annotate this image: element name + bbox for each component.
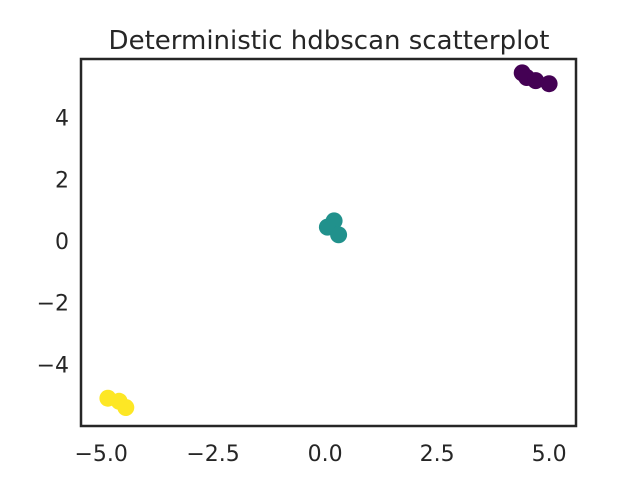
- y-axis-ticks: −4 −2 0 2 4: [37, 107, 69, 379]
- x-tick-label: 2.5: [420, 442, 455, 467]
- data-point: [540, 75, 558, 93]
- x-tick-label: −2.5: [186, 442, 239, 467]
- x-tick-label: −5.0: [74, 442, 127, 467]
- y-tick-label: 0: [55, 230, 69, 255]
- x-tick-label: 5.0: [532, 442, 567, 467]
- data-point: [527, 72, 545, 90]
- x-tick-label: 0.0: [308, 442, 343, 467]
- chart-title: Deterministic hdbscan scatterplot: [109, 26, 550, 56]
- plot-area-frame: [79, 57, 578, 428]
- y-tick-label: 2: [55, 168, 69, 193]
- data-point: [330, 226, 348, 244]
- y-tick-label: −4: [37, 353, 69, 378]
- data-points: [99, 64, 558, 416]
- y-tick-label: −2: [37, 292, 69, 317]
- y-tick-label: 4: [55, 107, 69, 132]
- data-point: [117, 399, 135, 416]
- x-axis-ticks: −5.0 −2.5 0.0 2.5 5.0: [74, 442, 566, 467]
